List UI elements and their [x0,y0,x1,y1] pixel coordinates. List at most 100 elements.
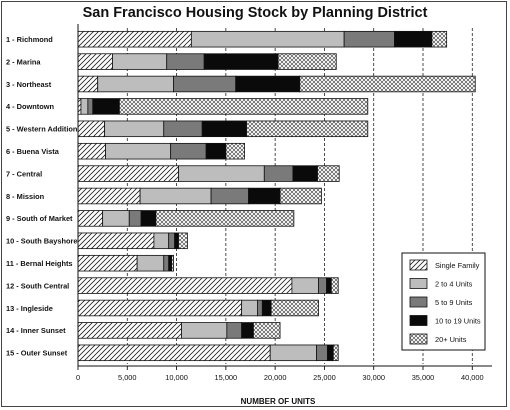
bar-segment [119,98,369,115]
bar-segment [153,232,170,250]
category-label: 12 - South Central [6,281,69,290]
bar-segment [102,210,130,227]
category-label: 8 - Mission [6,192,45,201]
bar-segment [203,53,279,70]
bar-segment [248,187,281,205]
category-label: 2 - Marina [6,57,41,66]
x-tick-label: 30,000 [362,373,385,382]
legend-swatch [409,315,428,326]
x-tick-label: 25,000 [313,373,336,382]
bar-segment [77,30,192,48]
x-tick-label: 5,000 [118,373,137,382]
bar-segment [77,299,243,317]
bar-segment [225,142,245,160]
x-tick-label: 20,000 [264,373,287,382]
bar-segment [77,75,99,93]
bar-segment [77,165,179,182]
legend-label: 2 to 4 Units [435,280,473,289]
bars [77,30,476,362]
category-label: 3 - Northeast [6,80,52,89]
category-label: 10 - South Bayshore [6,237,77,246]
legend-label: 20+ Units [435,335,467,344]
legend-label: 5 to 9 Units [435,298,473,307]
bar-segment [235,75,301,93]
legend-swatch [409,259,428,271]
bar-segment [246,120,369,138]
bar-segment [77,187,141,205]
bar-segment [241,299,258,317]
bar-segment [241,322,254,339]
legend-swatch [409,278,428,289]
bar-segment [87,98,94,115]
bar-segment [174,232,179,250]
bar-segment [168,254,173,272]
bar-segment [173,75,237,93]
x-tick-label: 40,000 [461,373,484,382]
bar-segment [171,254,175,272]
bar-segment [317,165,340,182]
bar-segment [77,277,293,294]
bar-segment [277,53,337,70]
category-label: 15 - Outer Sunset [6,349,68,358]
category-label: 1 - Richmond [6,35,53,44]
category-label: 7 - Central [6,169,42,178]
bar-segment [80,98,89,115]
bar-segment [112,53,168,70]
bar-segment [318,277,327,294]
bar-segment [332,344,339,362]
legend-swatch [409,296,428,308]
category-label: 4 - Downtown [6,102,55,111]
legend: Single Family 2 to 4 Units 5 to 9 Units 10 … [401,252,486,351]
x-tick-label: 0 [76,373,80,382]
x-axis-label: NUMBER OF UNITS [241,397,316,406]
bar-segment [77,53,113,70]
bar-segment [256,299,263,317]
bar-segment [128,210,142,227]
bar-segment [77,142,107,160]
bar-segment [163,254,170,272]
bar-segment [77,322,182,339]
bar-segment [205,142,227,160]
bar-segment [190,30,345,48]
bar-segment [181,322,228,339]
bar-segment [343,30,395,48]
bar-segment [292,165,318,182]
bar-segment [279,187,322,205]
bar-segment [210,187,249,205]
axes: 1 - Richmond 2 - Marina 3 - Northeast 4 - D… [6,24,492,382]
bar-segment [326,344,334,362]
category-label: 11 - Bernal Heights [6,259,73,268]
bar-segment [269,344,317,362]
bar-segment [253,322,281,339]
bar-segment [226,322,243,339]
bar-segment [77,254,138,272]
bar-segment [170,142,207,160]
category-label: 5 - Western Addition [6,125,78,134]
bar-segment [201,120,247,138]
bar-segment [105,142,172,160]
bar-segment [155,210,295,227]
bar-segment [431,30,448,48]
bar-segment [97,75,175,93]
legend-swatch [409,333,428,345]
bar-segment [166,53,205,70]
bar-segment [330,277,339,294]
bar-segment [139,187,212,205]
bar-segment [77,120,106,138]
bar-segment [104,120,165,138]
bar-segment [77,232,155,250]
category-label: 13 - Ingleside [6,304,53,313]
bar-segment [316,344,328,362]
category-label: 9 - South of Market [6,214,73,223]
bar-segment [178,232,188,250]
bar-segment [325,277,332,294]
bar-segment [140,210,157,227]
x-tick-label: 15,000 [215,373,238,382]
bar-segment [77,210,104,227]
bar-segment [77,344,271,362]
category-label: 6 - Buena Vista [6,147,60,156]
legend-label: Single Family [435,261,480,270]
category-label: 14 - Inner Sunset [6,326,66,335]
x-tick-label: 35,000 [412,373,435,382]
bar-segment [92,98,120,115]
